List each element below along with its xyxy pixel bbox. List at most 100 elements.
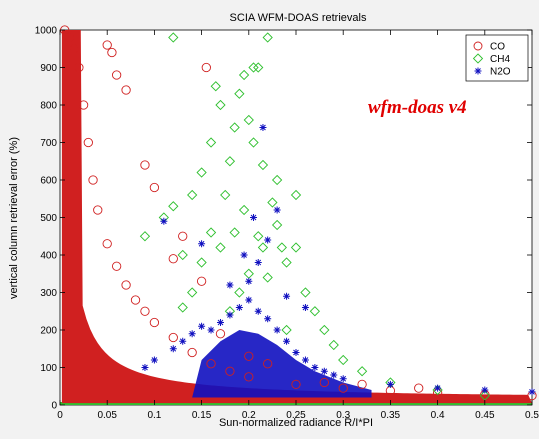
n2o-point — [207, 326, 215, 334]
co-point — [215, 329, 226, 339]
x-tick-label: 0.1 — [147, 410, 161, 421]
n2o-point — [179, 337, 187, 345]
legend-label: N2O — [490, 67, 511, 78]
co-point — [69, 44, 79, 54]
n2o-point — [283, 292, 291, 300]
co-point — [357, 379, 367, 390]
x-tick-label: 0.05 — [97, 410, 117, 421]
co-point — [244, 351, 254, 361]
co-point — [178, 231, 188, 241]
co-point — [291, 379, 301, 390]
co-point — [244, 372, 254, 382]
ch4-point — [267, 197, 278, 208]
co-point — [149, 317, 160, 328]
x-tick-label: 0.4 — [431, 410, 445, 421]
ch4-point — [257, 159, 269, 171]
co-point — [107, 47, 117, 58]
ch4-point — [215, 99, 226, 111]
co-dense-cloud — [61, 30, 532, 404]
legend-item-n2o: N2O — [474, 67, 511, 78]
co-point — [168, 254, 178, 264]
n2o-point — [245, 296, 253, 304]
n2o-dense-cloud — [192, 330, 372, 398]
ch4-point — [205, 137, 217, 148]
n2o-point — [226, 311, 234, 319]
legend-item-ch4: CH4 — [472, 53, 510, 65]
ch4-point — [338, 354, 349, 366]
n2o-point — [292, 349, 300, 356]
co-point — [319, 377, 329, 388]
y-tick-label: 100 — [40, 363, 57, 374]
co-point — [187, 347, 197, 358]
n2o-point — [320, 367, 328, 375]
y-tick-label: 300 — [40, 288, 57, 299]
co-point — [111, 70, 122, 80]
x-tick-label: 0.3 — [336, 410, 350, 421]
chart-title: SCIA WFM-DOAS retrievals — [230, 12, 367, 24]
ch4-point — [243, 114, 254, 126]
x-tick-label: 0 — [57, 410, 63, 421]
n2o-point — [264, 236, 272, 244]
ch4-point — [271, 174, 283, 186]
ch4-point — [262, 272, 273, 283]
ch4-point — [187, 287, 198, 298]
n2o-point — [250, 214, 258, 221]
y-tick-label: 700 — [40, 138, 57, 149]
ch4-point — [281, 324, 292, 336]
ch4-point — [290, 189, 302, 201]
ch4-point — [238, 204, 250, 216]
n2o-point — [259, 124, 267, 131]
data-points — [60, 25, 537, 401]
legend-label: CO — [490, 42, 505, 53]
n2o-point — [254, 307, 262, 315]
co-point — [263, 359, 273, 369]
co-point — [78, 100, 89, 110]
ch4-point — [319, 324, 330, 336]
n2o-point — [273, 326, 281, 334]
legend-marker — [472, 53, 484, 64]
legend-label: CH4 — [490, 54, 510, 65]
n2o-point — [235, 304, 243, 311]
co-point — [102, 239, 112, 249]
ch4-point — [168, 201, 179, 212]
plot-area — [59, 29, 533, 406]
n2o-point — [434, 384, 442, 392]
n2o-point — [273, 206, 281, 214]
n2o-point — [528, 388, 536, 396]
ch4-point — [309, 306, 321, 317]
co-point — [414, 383, 424, 393]
co-point — [83, 137, 93, 148]
ch4-point — [356, 366, 368, 377]
n2o-point — [245, 277, 253, 285]
n2o-point — [283, 337, 291, 345]
x-axis-label: Sun-normalized radiance R/I*PI — [219, 417, 373, 429]
ch4-point — [205, 227, 217, 238]
ch4-point — [257, 242, 269, 253]
legend-item-co: CO — [473, 42, 505, 53]
co-point — [168, 332, 178, 343]
ch4-point — [253, 62, 264, 73]
co-point — [121, 280, 131, 290]
ch4-point — [177, 302, 188, 313]
co-point — [121, 85, 131, 95]
ch4-point — [229, 227, 240, 238]
co-point — [140, 306, 150, 316]
ch4-point — [220, 189, 231, 201]
co-point — [74, 62, 84, 73]
ch4-point — [229, 122, 240, 133]
ch4-point — [187, 189, 198, 201]
ch4-point — [328, 339, 339, 351]
n2o-point — [188, 330, 196, 338]
y-axis-label: vertical column retrieval error (%) — [8, 137, 20, 299]
y-tick-label: 0 — [51, 401, 57, 412]
ch4-point — [253, 231, 264, 242]
y-tick-label: 1000 — [35, 26, 58, 37]
n2o-point — [311, 364, 319, 371]
ch4-point — [281, 257, 292, 268]
axes: 0 0.05 0.1 0.15 0.2 0.25 0.3 0.35 0.4 0.45 0.5 0 100… — [35, 26, 539, 422]
n2o-point — [150, 356, 158, 364]
ch4-point — [139, 231, 151, 242]
n2o-point — [169, 345, 177, 353]
